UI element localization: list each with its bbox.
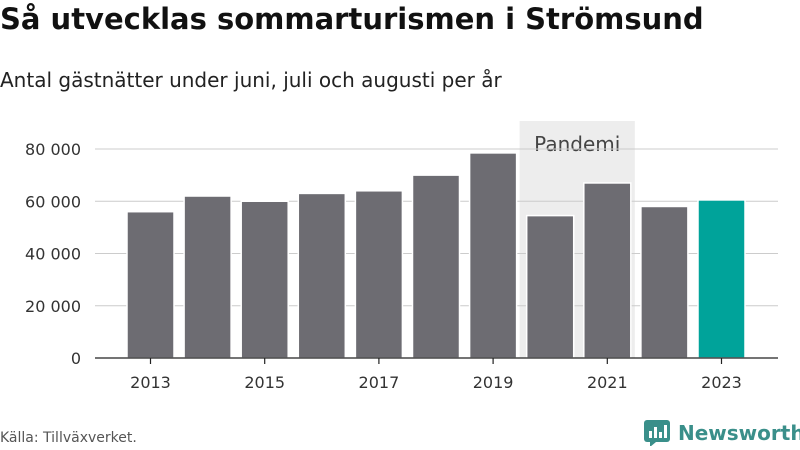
chart-subtitle: Antal gästnätter under juni, juli och au… <box>0 68 502 92</box>
bar-2014 <box>183 195 232 359</box>
x-tick-label: 2017 <box>359 373 400 392</box>
x-tick-label: 2013 <box>130 373 171 392</box>
y-tick-label: 40 000 <box>25 245 81 264</box>
x-tick-label: 2019 <box>473 373 514 392</box>
x-tick-label: 2015 <box>244 373 285 392</box>
y-tick-label: 20 000 <box>25 297 81 316</box>
x-tick-label: 2021 <box>587 373 628 392</box>
bar-2018 <box>411 174 461 359</box>
bar-2023 <box>697 199 746 359</box>
pandemic-label: Pandemi <box>534 132 620 156</box>
source-note: Källa: Tillväxverket. <box>0 430 137 446</box>
bar-2022 <box>640 205 689 359</box>
chart-title: Så utvecklas sommarturismen i Strömsund <box>0 2 704 36</box>
x-tick-label: 2023 <box>701 373 742 392</box>
bar-2020 <box>525 214 575 359</box>
brand-logo: Newsworthy <box>644 420 800 446</box>
bar-2015 <box>240 200 289 359</box>
bar-2016 <box>297 192 347 359</box>
bar-2017 <box>354 190 404 359</box>
brand-name: Newsworthy <box>678 421 800 445</box>
y-tick-label: 60 000 <box>25 192 81 211</box>
newsworthy-logo-icon <box>644 420 670 446</box>
y-tick-label: 0 <box>71 349 81 368</box>
y-tick-label: 80 000 <box>25 140 81 159</box>
bar-2021 <box>583 182 632 359</box>
bar-2019 <box>468 152 518 359</box>
bar-2013 <box>126 210 175 359</box>
